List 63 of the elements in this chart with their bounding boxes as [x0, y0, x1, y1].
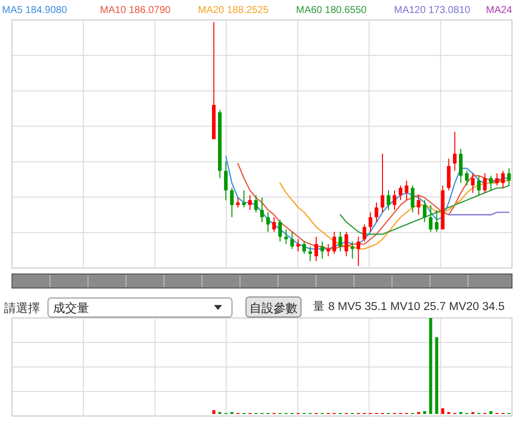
candlestick — [483, 172, 487, 194]
button: 自設參數 — [246, 296, 302, 318]
candlestick — [501, 170, 505, 188]
candlestick — [260, 197, 264, 223]
candlestick — [362, 224, 366, 242]
text: MA120 173.0810 — [394, 5, 471, 16]
candlestick — [248, 194, 252, 210]
dropdown-field: 成交量 — [48, 298, 232, 318]
candlestick — [320, 241, 324, 260]
candlestick — [296, 238, 300, 252]
candlestick — [410, 184, 414, 213]
candlestick — [242, 190, 246, 208]
candlestick — [350, 241, 354, 260]
candlestick — [422, 200, 426, 223]
chart-title: 量 8 MV5 35.1 MV10 25.7 MV20 34.5 — [313, 300, 505, 313]
text: MA20 188.2525 — [198, 5, 270, 16]
candlestick — [446, 158, 451, 191]
bar — [423, 411, 426, 414]
candlestick — [398, 184, 402, 201]
candlestick — [380, 153, 384, 213]
candlestick — [284, 228, 288, 245]
candlestick — [338, 231, 342, 252]
candlestick — [471, 172, 475, 194]
candlestick — [254, 194, 258, 213]
candlestick — [495, 172, 499, 186]
bar — [429, 318, 432, 414]
candlestick — [290, 231, 294, 250]
text: MA10 186.0790 — [100, 5, 172, 16]
candlestick — [236, 197, 240, 208]
text: MA60 180.6550 — [296, 5, 368, 16]
candlestick — [386, 190, 390, 210]
candlestick — [344, 231, 348, 257]
candlestick — [452, 131, 457, 172]
candlestick — [392, 190, 396, 210]
candlestick — [477, 175, 481, 196]
candlestick — [368, 212, 372, 232]
candlestick — [465, 170, 469, 186]
candlestick — [230, 187, 234, 218]
candlestick — [434, 209, 439, 232]
candlestick — [356, 236, 360, 266]
candlestick — [224, 160, 228, 201]
bar — [435, 337, 438, 414]
text: MA24 — [486, 5, 513, 16]
candlestick — [507, 168, 511, 186]
candlestick — [326, 244, 330, 257]
candlestick — [489, 175, 493, 191]
candlestick — [458, 148, 463, 184]
candlestick — [278, 219, 282, 242]
text: 請選擇 — [4, 301, 40, 315]
candlestick — [302, 241, 306, 254]
candlestick — [266, 212, 270, 232]
candlestick — [332, 231, 336, 254]
text: MA5 184.9080 — [2, 5, 68, 16]
candlestick — [272, 216, 276, 232]
bar — [212, 410, 216, 414]
candlestick — [416, 194, 420, 216]
candlestick — [404, 180, 408, 201]
candlestick — [308, 246, 312, 262]
bar — [441, 408, 444, 414]
bar — [489, 411, 492, 414]
candlestick — [314, 236, 318, 262]
candlestick — [374, 202, 378, 223]
candlestick — [428, 204, 432, 232]
